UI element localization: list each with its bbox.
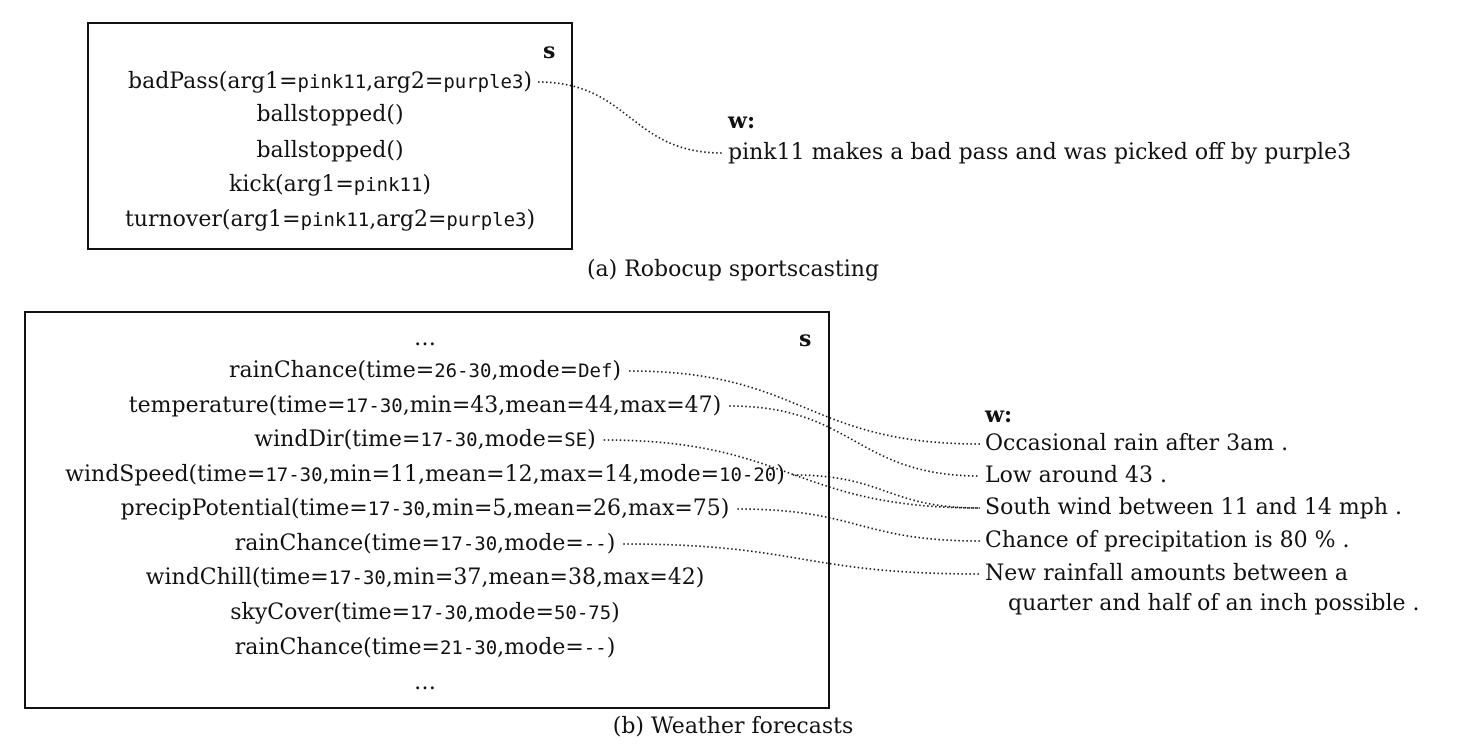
panel-b-record-2: windDir(time=17-30,mode=SE) [254, 427, 595, 453]
record-token: ,min=37,mean=38,max=42) [385, 565, 705, 590]
record-token: ) [587, 427, 596, 452]
record-token: windSpeed(time= [65, 462, 266, 487]
record-token: -- [583, 533, 607, 555]
record-token: ,mode= [491, 358, 579, 383]
record-token: rainChance(time= [234, 531, 440, 556]
record-token: purple3 [443, 71, 524, 93]
record-token: -- [583, 637, 607, 659]
panel-b-record-8: rainChance(time=21-30,mode=--) [235, 635, 616, 661]
record-token: 50-75 [553, 602, 612, 624]
panel-b-record-0: rainChance(time=26-30,mode=Def) [229, 358, 621, 384]
record-token: rainChance(time= [228, 358, 435, 383]
panel-b-w-line-3: Chance of precipitation is 80 % . [985, 528, 1350, 553]
record-token: turnover(arg1= [124, 207, 301, 232]
panel-a-record-3: kick(arg1=pink11) [229, 172, 431, 198]
panel-b-bottom-ellipsis: … [414, 670, 436, 695]
record-token: precipPotential(time= [120, 496, 368, 521]
panel-a-record-0: badPass(arg1=pink11,arg2=purple3) [128, 69, 532, 95]
record-token: kick(arg1= [229, 172, 354, 197]
alignment-link-b-2 [603, 439, 981, 509]
record-token: rainChance(time= [234, 635, 440, 660]
record-token: ballstopped() [256, 138, 404, 163]
record-token: 17-30 [328, 567, 386, 589]
record-token: ballstopped() [256, 102, 404, 127]
record-token: 21-30 [439, 637, 498, 659]
record-token: 17-30 [345, 395, 403, 417]
panel-a-w-text: pink11 makes a bad pass and was picked o… [728, 140, 1352, 165]
record-token: skyCover(time= [230, 600, 411, 625]
alignment-link-b-0 [629, 370, 981, 445]
panel-b-top-ellipsis: … [414, 326, 436, 351]
record-token: ) [776, 462, 785, 487]
panel-b-record-7: skyCover(time=17-30,mode=50-75) [230, 600, 620, 626]
record-token: 17-30 [410, 602, 468, 624]
panel-a-record-1: ballstopped() [256, 102, 403, 128]
record-token: badPass(arg1= [128, 69, 298, 94]
panel-b-caption: (b) Weather forecasts [612, 714, 854, 739]
record-token: windDir(time= [254, 427, 421, 452]
record-token: pink11 [297, 71, 367, 93]
record-token: ) [606, 531, 616, 556]
record-token: 17-30 [420, 429, 478, 451]
record-token: ,arg2= [366, 69, 444, 94]
record-token: windChill(time= [145, 565, 329, 590]
panel-b-record-6: windChill(time=17-30,min=37,mean=38,max=… [146, 565, 705, 591]
record-token: ) [612, 358, 622, 383]
panel-b-w-line-5: quarter and half of an inch possible . [1008, 591, 1420, 616]
alignment-link-b-3 [792, 474, 981, 509]
panel-a-record-4: turnover(arg1=pink11,arg2=purple3) [125, 207, 535, 233]
record-token: 17-30 [367, 498, 425, 520]
record-token: 26-30 [434, 360, 492, 382]
record-token: ,min=11,mean=12,max=14,mode= [322, 462, 720, 487]
panel-b-w-line-0: Occasional rain after 3am . [985, 431, 1289, 456]
record-token: pink11 [300, 209, 370, 231]
record-token: ,min=43,mean=44,max=47) [402, 393, 722, 418]
record-token: 17-30 [439, 533, 498, 555]
panel-b-record-3: windSpeed(time=17-30,min=11,mean=12,max=… [65, 462, 785, 488]
panel-a-s-label: s [543, 38, 556, 64]
record-token: ,mode= [497, 635, 584, 660]
panel-b-w-line-4: New rainfall amounts between a [985, 561, 1349, 586]
panel-a-box [87, 22, 573, 250]
record-token: ) [526, 207, 536, 232]
panel-a-caption: (a) Robocup sportscasting [586, 257, 880, 282]
panel-a-record-2: ballstopped() [256, 138, 403, 164]
record-token: ,min=5,mean=26,max=75) [424, 496, 730, 521]
panel-b-w-line-2: South wind between 11 and 14 mph . [985, 495, 1403, 520]
panel-b-box [24, 311, 830, 709]
record-token: ) [523, 69, 532, 94]
record-token: ) [422, 172, 431, 197]
record-token: temperature(time= [128, 393, 346, 418]
alignment-link-b-5 [623, 543, 981, 575]
alignment-link-a-0 [537, 81, 723, 154]
record-token: purple3 [446, 209, 527, 231]
alignment-link-b-4 [737, 508, 981, 542]
record-token: SE [564, 429, 588, 451]
record-token: 10-20 [719, 464, 777, 486]
record-token: ) [611, 600, 620, 625]
panel-a-w-label: w: [728, 108, 756, 134]
record-token: ) [606, 635, 616, 660]
record-token: pink11 [353, 174, 423, 196]
panel-b-w-label: w: [985, 402, 1013, 428]
panel-b-w-line-1: Low around 43 . [985, 463, 1167, 488]
panel-b-record-1: temperature(time=17-30,min=43,mean=44,ma… [129, 393, 721, 419]
panel-b-s-label: s [799, 326, 812, 352]
record-token: 17-30 [265, 464, 323, 486]
panel-b-record-4: precipPotential(time=17-30,min=5,mean=26… [121, 496, 730, 522]
alignment-link-b-1 [729, 405, 981, 477]
record-token: Def [578, 360, 613, 382]
panel-b-record-5: rainChance(time=17-30,mode=--) [235, 531, 616, 557]
record-token: ,mode= [497, 531, 584, 556]
record-token: ,arg2= [369, 207, 447, 232]
record-token: ,mode= [477, 427, 565, 452]
record-token: ,mode= [467, 600, 554, 625]
